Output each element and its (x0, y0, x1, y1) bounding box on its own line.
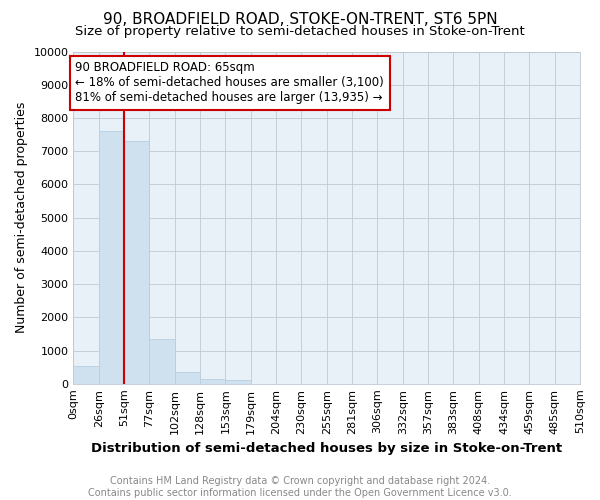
Text: Size of property relative to semi-detached houses in Stoke-on-Trent: Size of property relative to semi-detach… (75, 25, 525, 38)
Y-axis label: Number of semi-detached properties: Number of semi-detached properties (15, 102, 28, 334)
Text: 90, BROADFIELD ROAD, STOKE-ON-TRENT, ST6 5PN: 90, BROADFIELD ROAD, STOKE-ON-TRENT, ST6… (103, 12, 497, 28)
Bar (73, 366, 99, 384)
Text: 90 BROADFIELD ROAD: 65sqm
← 18% of semi-detached houses are smaller (3,100)
81% : 90 BROADFIELD ROAD: 65sqm ← 18% of semi-… (76, 62, 384, 104)
Text: Contains HM Land Registry data © Crown copyright and database right 2024.
Contai: Contains HM Land Registry data © Crown c… (88, 476, 512, 498)
Bar (124, 141, 149, 384)
Bar (226, 380, 251, 384)
X-axis label: Distribution of semi-detached houses by size in Stoke-on-Trent: Distribution of semi-detached houses by … (91, 442, 562, 455)
Bar (200, 379, 226, 384)
Bar (149, 339, 175, 384)
Bar (99, 132, 124, 384)
Bar (175, 372, 200, 384)
